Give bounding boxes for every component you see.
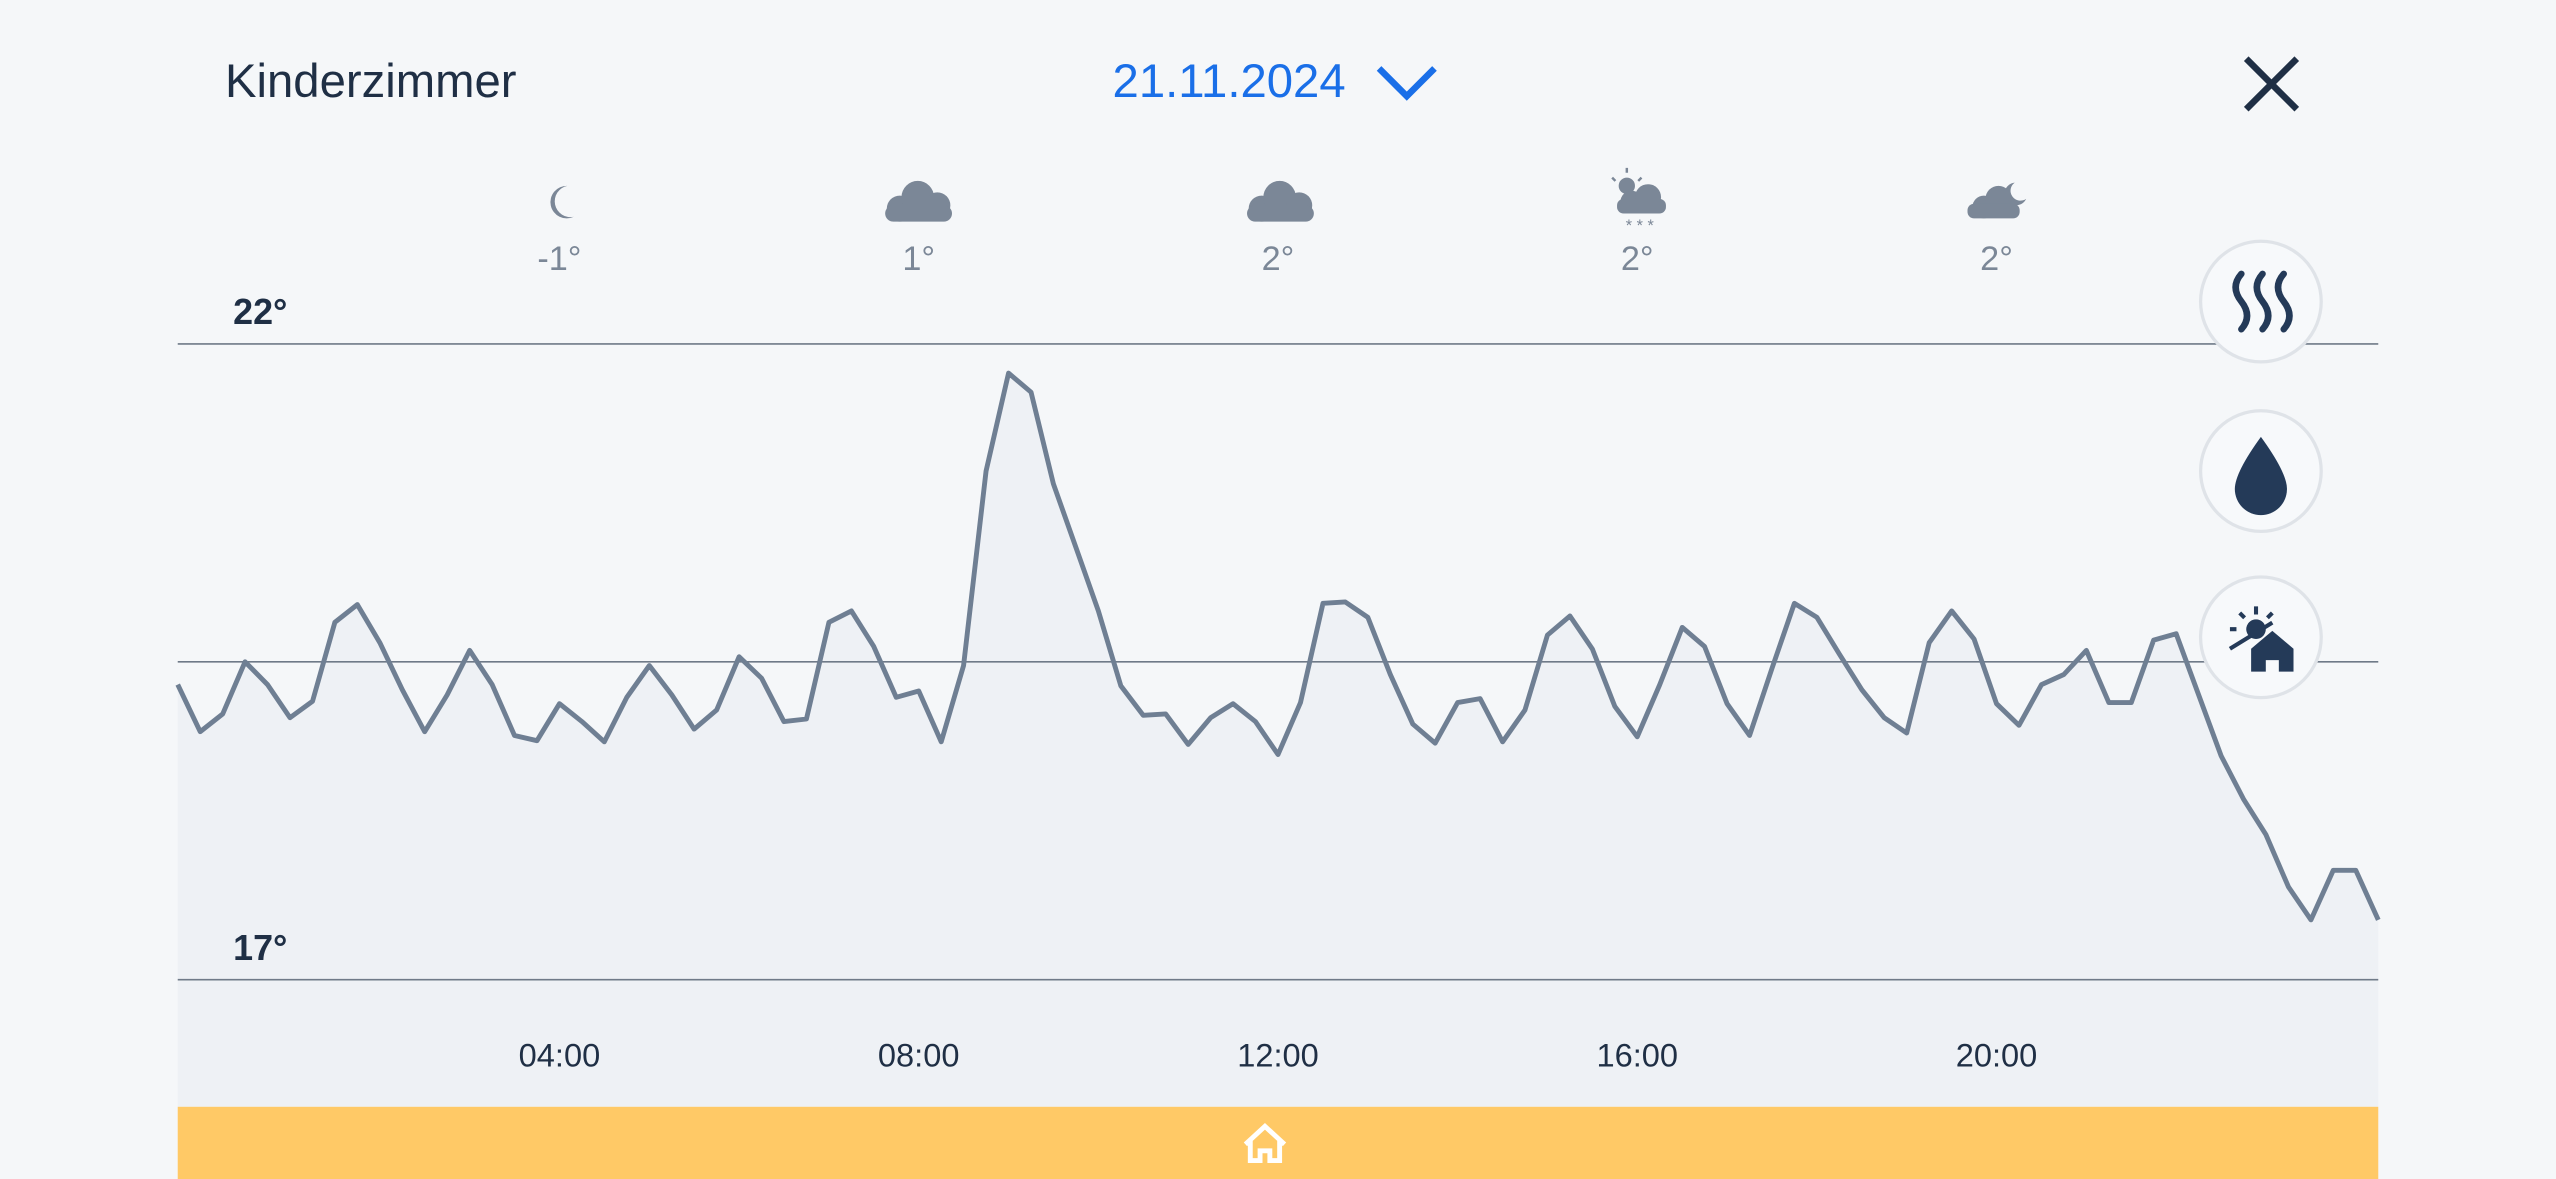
x-tick-label: 04:00	[519, 1036, 601, 1073]
time-band	[177, 979, 2379, 1107]
forecast-temp: 2°	[1621, 240, 1654, 278]
drop-icon	[2234, 436, 2287, 516]
area	[177, 373, 2379, 980]
side-buttons	[2198, 239, 2323, 700]
y-tick-label: 22°	[233, 292, 287, 332]
heat-icon	[2232, 270, 2293, 333]
forecast-temp: 2°	[1262, 240, 1295, 278]
close-button[interactable]	[2243, 56, 2300, 112]
home-icon	[1243, 1123, 1287, 1164]
x-tick-label: 16:00	[1596, 1036, 1678, 1073]
room-title: Kinderzimmer	[225, 55, 517, 108]
cloud-icon	[885, 180, 952, 222]
cloud-icon	[1247, 180, 1314, 222]
forecast-temp: 1°	[902, 240, 935, 278]
snow-sun-icon: * * *	[1611, 167, 1666, 235]
forecast-temp: -1°	[537, 240, 581, 278]
y-tick-label: 17°	[233, 928, 287, 968]
chart: -1° 1° 2° 2° 2° 17° 22° 04:00 08:00 12:00 16:00 20:…	[175, 240, 2381, 1107]
weather-icons: * * *	[550, 167, 2027, 235]
date-picker[interactable]: 21.11.2024	[1113, 55, 1346, 108]
temperature-line	[175, 370, 2381, 923]
moon-icon	[550, 185, 574, 219]
date-chevron[interactable]	[1376, 66, 1437, 101]
x-tick-label: 08:00	[878, 1036, 960, 1073]
forecast-temp: 2°	[1980, 240, 2013, 278]
house-sun-icon	[2228, 606, 2294, 672]
x-tick-label: 20:00	[1956, 1036, 2038, 1073]
svg-text:* * *: * * *	[1626, 217, 1655, 235]
cloud-moon-icon	[1967, 182, 2027, 219]
x-tick-label: 12:00	[1237, 1036, 1319, 1073]
